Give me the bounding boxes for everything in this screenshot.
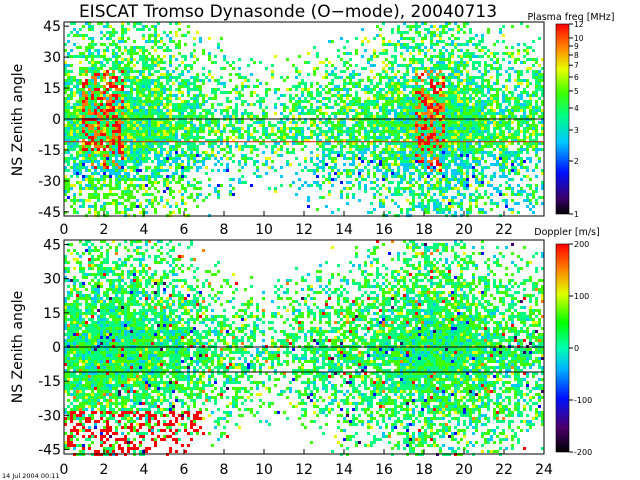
top-colorbar-tick-label: 12 xyxy=(574,20,584,29)
bot-y-tick-label: 15 xyxy=(43,306,61,322)
top-colorbar-tick-label: 1 xyxy=(574,210,579,219)
top-y-axis-label: NS Zenith angle xyxy=(10,64,26,176)
top-y-tick-label: -15 xyxy=(38,143,61,159)
top-colorbar-label: Plasma freq [MHz] xyxy=(528,12,615,23)
bot-x-tick-label: 6 xyxy=(180,462,189,478)
top-x-tick-label: 6 xyxy=(180,222,189,238)
bottom-colorbar-label: Doppler [m/s] xyxy=(534,227,599,238)
top-colorbar-tick-label: 6 xyxy=(574,73,579,82)
top-x-tick-label: 8 xyxy=(220,222,229,238)
bot-x-tick-label: 14 xyxy=(335,462,353,478)
top-colorbar-tick-label: 2 xyxy=(574,157,579,166)
top-y-tick-label: -45 xyxy=(38,205,61,221)
top-y-tick-label: 30 xyxy=(43,50,61,66)
top-colorbar-tick-label: 8 xyxy=(574,51,579,60)
top-colorbar-tick-label: 5 xyxy=(574,87,579,96)
bot-x-tick-label: 0 xyxy=(60,462,69,478)
top-x-tick-label: 22 xyxy=(495,222,513,238)
bot-x-tick-label: 10 xyxy=(255,462,273,478)
top-colorbar-tick-label: 10 xyxy=(574,34,584,43)
bot-y-tick-label: -30 xyxy=(38,408,61,424)
top-x-tick-label: 2 xyxy=(100,222,109,238)
bot-colorbar-tick-label: -200 xyxy=(574,448,592,457)
bot-y-tick-label: 30 xyxy=(43,272,61,288)
top-colorbar-tick-label: 7 xyxy=(574,61,579,70)
bottom-y-axis-label: NS Zenith angle xyxy=(10,291,26,403)
top-x-tick-label: 20 xyxy=(455,222,473,238)
bot-colorbar-tick-label: 0 xyxy=(574,344,579,353)
bot-y-tick-label: -45 xyxy=(38,442,61,458)
bot-x-tick-label: 20 xyxy=(455,462,473,478)
top-x-tick-label: 0 xyxy=(60,222,69,238)
bot-y-tick-label: 45 xyxy=(43,238,61,254)
top-x-tick-label: 10 xyxy=(255,222,273,238)
top-x-tick-label: 16 xyxy=(375,222,393,238)
bot-x-tick-label: 18 xyxy=(415,462,433,478)
bot-x-tick-label: 24 xyxy=(535,462,553,478)
top-y-tick-label: 15 xyxy=(43,81,61,97)
footer-stamp: 14 Jul 2004 00:11 xyxy=(2,472,60,480)
top-colorbar-tick-label: 4 xyxy=(574,104,579,113)
bot-colorbar-tick-label: 200 xyxy=(574,240,589,249)
bot-x-tick-label: 12 xyxy=(295,462,313,478)
top-y-tick-label: 0 xyxy=(52,112,61,128)
top-x-tick-label: 14 xyxy=(335,222,353,238)
bot-colorbar-tick-label: -100 xyxy=(574,396,592,405)
top-colorbar-tick-label: 3 xyxy=(574,126,579,135)
bot-x-tick-label: 16 xyxy=(375,462,393,478)
bot-x-tick-label: 4 xyxy=(140,462,149,478)
bottom-heatmap-cells xyxy=(64,240,544,456)
figure-title: EISCAT Tromso Dynasonde (O−mode), 200407… xyxy=(79,2,497,22)
top-y-tick-label: 45 xyxy=(43,19,61,35)
top-x-tick-label: 18 xyxy=(415,222,433,238)
top-colorbar-tick-label: 9 xyxy=(574,42,579,51)
bot-y-tick-label: 0 xyxy=(52,340,61,356)
bot-x-tick-label: 2 xyxy=(100,462,109,478)
bot-x-tick-label: 8 xyxy=(220,462,229,478)
bottom-colorbar xyxy=(555,243,570,453)
top-x-tick-label: 12 xyxy=(295,222,313,238)
top-y-tick-label: -30 xyxy=(38,174,61,190)
bot-y-tick-label: -15 xyxy=(38,374,61,390)
bot-colorbar-tick-label: 100 xyxy=(574,292,589,301)
top-x-tick-label: 4 xyxy=(140,222,149,238)
bot-x-tick-label: 22 xyxy=(495,462,513,478)
top-colorbar xyxy=(555,23,570,215)
